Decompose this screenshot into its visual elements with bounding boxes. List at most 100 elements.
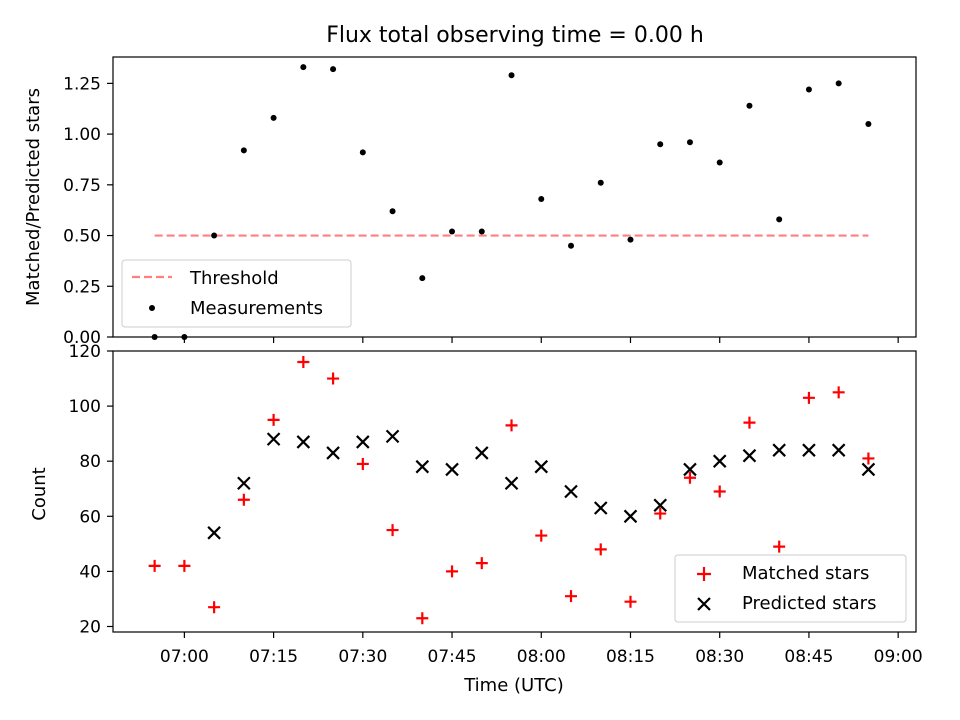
matched-star-point — [475, 557, 488, 570]
predicted-star-point — [712, 454, 727, 468]
matched-star-point — [178, 559, 191, 572]
predicted-star-point — [802, 443, 816, 457]
predicted-star-point — [326, 446, 340, 460]
predicted-star-point — [534, 459, 549, 474]
matched-star-point — [237, 493, 250, 506]
predicted-star-point — [623, 509, 638, 524]
matched-star-point — [416, 612, 429, 625]
matched-star-point — [267, 413, 280, 426]
x-tick-label: 08:00 — [517, 647, 566, 667]
top-axes-frame — [112, 56, 917, 338]
matched-star-point — [148, 559, 161, 572]
legend-measurements-swatch — [149, 305, 155, 311]
legend-matched-swatch — [697, 567, 711, 581]
predicted-star-point — [742, 448, 757, 463]
bottom-axes-frame — [112, 350, 917, 633]
top-y-tick-label: 1.00 — [63, 125, 101, 145]
bottom-legend-box — [674, 554, 907, 623]
bottom-y-tick-label: 60 — [79, 507, 101, 527]
matched-star-point — [862, 452, 875, 465]
x-axis-label: Time (UTC) — [463, 675, 564, 696]
x-tick-label: 09:00 — [874, 647, 923, 667]
top-legend: Threshold Measurements — [121, 259, 352, 328]
measurement-point — [746, 102, 753, 109]
bottom-x-ticks: 07:00 07:15 07:30 07:45 08:00 08:15 08:30 08:45… — [160, 632, 923, 667]
measurement-point — [657, 141, 664, 148]
x-tick-label: 08:45 — [784, 647, 833, 667]
top-legend-box — [121, 259, 352, 328]
measurement-point — [240, 147, 247, 154]
matched-star-point — [683, 471, 696, 484]
legend-threshold-label: Threshold — [189, 268, 279, 289]
matched-star-point — [356, 457, 369, 470]
bottom-y-tick-label: 100 — [69, 397, 101, 417]
x-tick-label: 08:30 — [695, 647, 744, 667]
predicted-star-point — [831, 443, 846, 457]
chart-title: Flux total observing time = 0.00 h — [326, 23, 704, 48]
top-y-tick-label: 1.25 — [63, 74, 101, 94]
legend-measurements-label: Measurements — [190, 298, 323, 319]
predicted-star-point — [266, 432, 281, 446]
predicted-star-point — [237, 476, 251, 491]
predicted-star-point — [415, 459, 430, 474]
top-panel: 0.00 0.25 0.50 0.75 1.00 1.25 Matched/Predict… — [23, 56, 917, 348]
legend-matched-label: Matched stars — [742, 563, 869, 584]
top-x-ticks — [183, 337, 899, 343]
bottom-y-tick-label: 80 — [79, 452, 101, 472]
matched-star-point — [832, 386, 845, 399]
measurement-point — [865, 120, 872, 127]
measurement-point — [686, 139, 693, 146]
matched-star-point — [713, 485, 726, 498]
matched-star-point — [208, 601, 221, 614]
matched-star-point — [654, 507, 667, 520]
bottom-panel: 20 40 60 80 100 120 07:00 07:15 07:30 07:45 08:00… — [29, 342, 923, 696]
matched-star-point — [505, 419, 518, 432]
predicted-star-point — [653, 498, 668, 513]
bottom-y-ticks: 20 40 60 80 100 120 — [69, 342, 113, 637]
top-y-ticks: 0.00 0.25 0.50 0.75 1.00 1.25 — [63, 74, 113, 348]
matched-star-point — [297, 356, 310, 369]
x-tick-label: 07:45 — [428, 647, 477, 667]
predicted-star-point — [207, 526, 221, 540]
matched-star-point — [446, 565, 459, 578]
bottom-legend: Matched stars Predicted stars — [674, 554, 907, 623]
bottom-y-tick-label: 40 — [79, 562, 101, 582]
measurement-point — [627, 236, 634, 243]
measurement-point — [419, 275, 426, 282]
predicted-star-point — [772, 443, 786, 457]
legend-predicted-swatch — [697, 597, 711, 611]
predicted-star-point — [385, 429, 400, 444]
matched-star-point — [624, 595, 637, 608]
measurement-point — [330, 66, 337, 73]
predicted-star-point — [504, 476, 519, 491]
measurement-point — [776, 216, 783, 223]
measurement-point — [508, 72, 515, 79]
measurement-point — [211, 232, 218, 239]
predicted-star-point — [296, 435, 311, 449]
measurement-point — [568, 242, 575, 249]
predicted-star-point — [445, 462, 459, 477]
predicted-star-point — [683, 462, 697, 477]
top-y-tick-label: 0.50 — [63, 227, 101, 247]
measurement-point — [597, 179, 604, 186]
measurement-point — [359, 149, 366, 156]
matched-star-point — [802, 391, 815, 404]
x-tick-label: 07:15 — [249, 647, 298, 667]
top-y-tick-label: 0.75 — [63, 176, 101, 196]
matched-star-point — [565, 590, 578, 603]
x-tick-label: 07:30 — [338, 647, 387, 667]
predicted-star-point — [564, 484, 578, 499]
bottom-y-tick-label: 120 — [69, 342, 101, 362]
measurement-point — [389, 208, 396, 215]
matched-star-point — [327, 372, 340, 385]
matched-star-point — [743, 416, 756, 429]
measurement-point — [449, 228, 456, 235]
measurement-point — [270, 114, 277, 121]
matched-star-point — [535, 529, 548, 542]
x-tick-label: 07:00 — [160, 647, 209, 667]
matched-star-point — [386, 524, 399, 537]
measurement-point — [805, 86, 812, 93]
bottom-plot-area — [148, 356, 876, 625]
top-y-tick-label: 0.00 — [63, 328, 101, 348]
measurement-point — [300, 64, 307, 71]
